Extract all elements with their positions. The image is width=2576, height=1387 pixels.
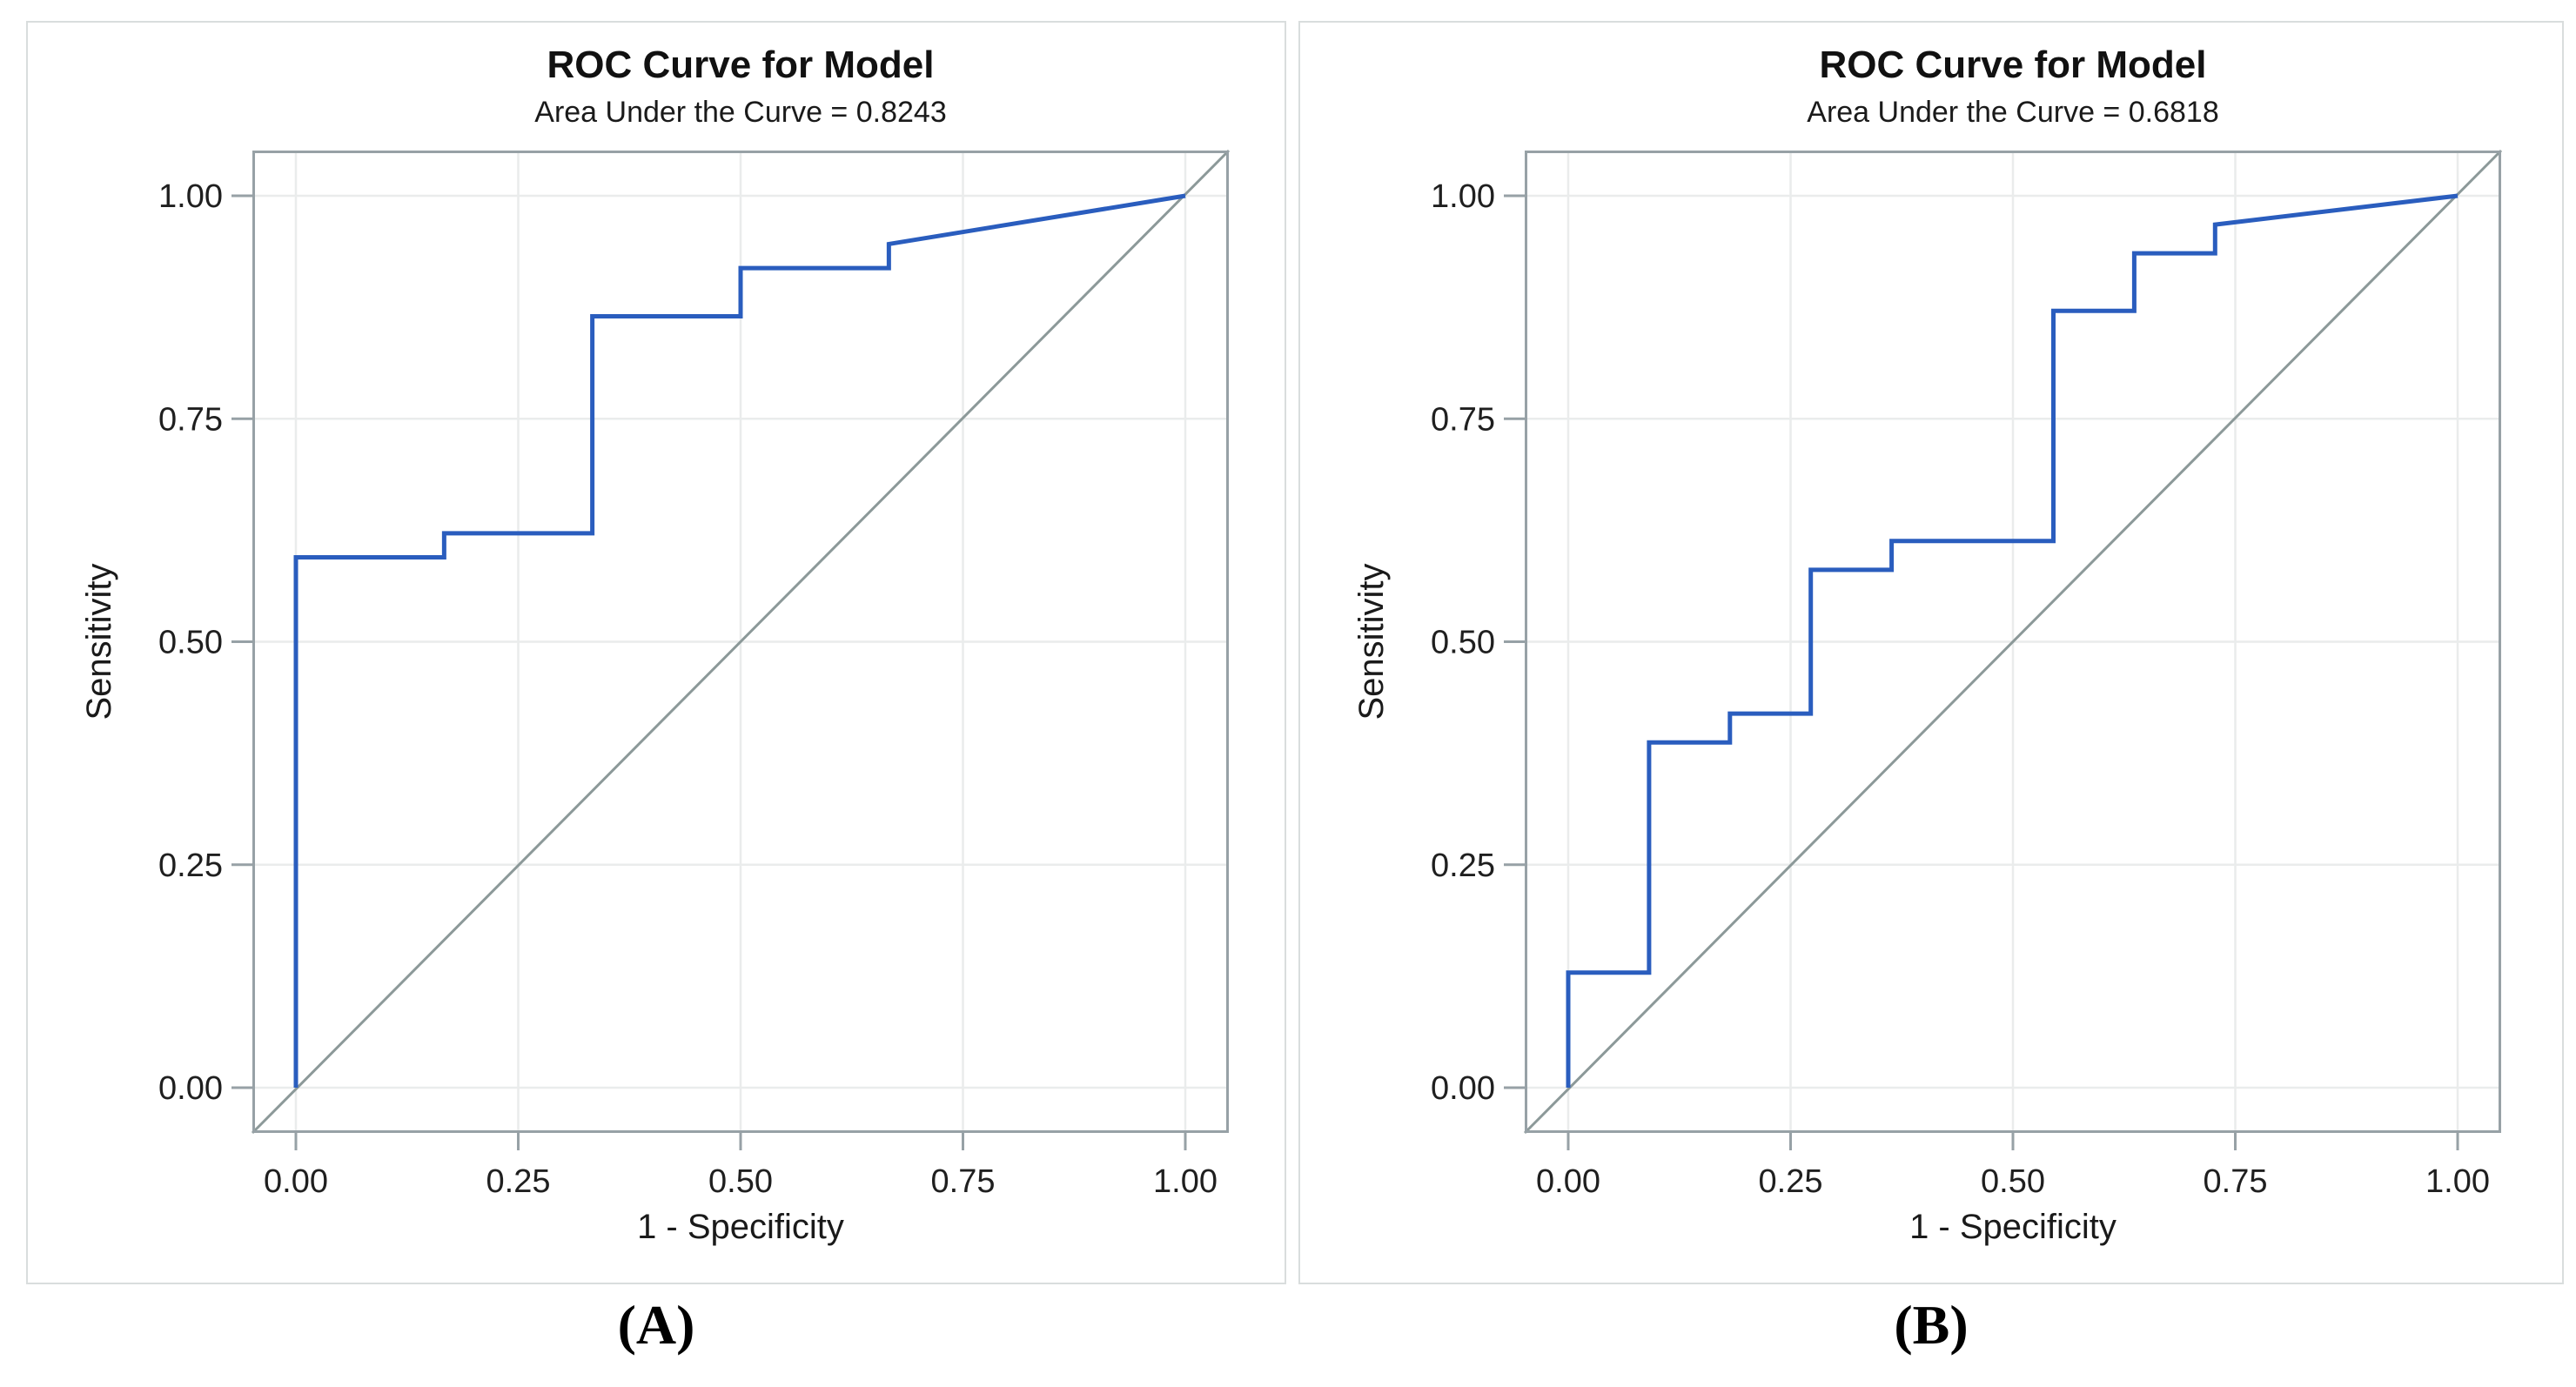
x-tick-label: 1.00 [2425,1163,2490,1200]
x-tick-label: 0.75 [2204,1163,2268,1200]
x-tick-label: 0.25 [1759,1163,1823,1200]
panel-b: ROC Curve for Model Area Under the Curve… [1298,21,2564,1284]
roc-plot-b: 0.00 0.00 0.25 0.25 0.50 0.50 0.75 0.75 1.00 1.00 [1431,149,2503,1200]
x-axis-label: 1 - Specificity [1909,1208,2116,1246]
x-tick-label: 1.00 [1153,1163,1218,1200]
plot-frame [252,151,1229,1133]
y-tick-label: 0.50 [1431,625,1495,661]
x-axis-label: 1 - Specificity [637,1208,844,1246]
y-tick-label: 0.25 [1431,848,1495,884]
panel-a-title-block: ROC Curve for Model Area Under the Curve… [252,44,1229,130]
x-tick-label: 0.50 [1981,1163,2045,1200]
x-tick-label: 0.25 [486,1163,551,1200]
roc-curve [293,193,1186,1088]
chart-subtitle-auc: Area Under the Curve = 0.8243 [534,96,947,129]
plot-frame [1525,151,2501,1133]
y-tick-label: 0.75 [1431,401,1495,438]
x-tick-label: 0.50 [708,1163,773,1200]
y-tick-label: 0.50 [158,625,223,661]
chart-title: ROC Curve for Model [1819,44,2207,86]
reference-diagonal [251,149,1231,1135]
y-tick-label: 1.00 [158,178,223,215]
y-tick-label: 0.00 [158,1070,223,1107]
y-tick-label: 0.00 [1431,1070,1495,1107]
panel-b-title-block: ROC Curve for Model Area Under the Curve… [1525,44,2501,130]
y-tick-label: 0.75 [158,401,223,438]
panel-b-caption: (B) [1894,1294,1969,1356]
chart-subtitle-auc: Area Under the Curve = 0.6818 [1807,96,2219,129]
roc-curve [1566,193,2459,1088]
panel-a: ROC Curve for Model Area Under the Curve… [26,21,1286,1284]
roc-plot-a: 0.00 0.00 0.25 0.25 0.50 0.50 0.75 0.75 1.00 1.00 [158,149,1231,1200]
reference-diagonal [1523,149,2503,1135]
chart-title: ROC Curve for Model [547,44,935,86]
x-tick-label: 0.75 [931,1163,996,1200]
panel-a-caption: (A) [617,1294,695,1356]
y-tick-label: 1.00 [1431,178,1495,215]
x-tick-label: 0.00 [1536,1163,1600,1200]
y-axis-label: Sensitivity [80,563,118,720]
y-tick-label: 0.25 [158,848,223,884]
x-tick-label: 0.00 [264,1163,328,1200]
y-axis-label: Sensitivity [1352,563,1391,720]
